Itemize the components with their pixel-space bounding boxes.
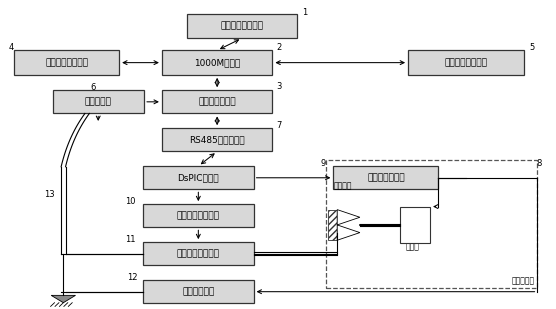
Bar xyxy=(162,90,272,113)
Text: 12: 12 xyxy=(127,273,137,282)
Bar xyxy=(329,210,337,240)
Text: 6: 6 xyxy=(91,83,96,92)
Polygon shape xyxy=(337,225,360,240)
Text: 教员控制台计算机: 教员控制台计算机 xyxy=(45,58,88,67)
Text: 1: 1 xyxy=(302,8,307,17)
Bar xyxy=(53,90,144,113)
Bar xyxy=(162,128,272,151)
Text: 被去掉部分: 被去掉部分 xyxy=(512,276,535,285)
Text: 电磁力伺服加载器: 电磁力伺服加载器 xyxy=(177,249,220,258)
Text: 9: 9 xyxy=(321,159,326,168)
Text: 助力器: 助力器 xyxy=(405,242,419,251)
Polygon shape xyxy=(51,295,76,303)
Text: 4: 4 xyxy=(9,44,14,53)
Text: 主飞行仿真计算机: 主飞行仿真计算机 xyxy=(221,21,264,30)
Bar xyxy=(143,242,254,265)
Text: 5: 5 xyxy=(530,44,535,53)
Bar xyxy=(408,50,524,75)
Bar xyxy=(14,50,119,75)
Text: 7: 7 xyxy=(276,121,282,129)
Text: 2: 2 xyxy=(276,44,282,53)
Text: 电磁力伺服放大器: 电磁力伺服放大器 xyxy=(177,211,220,220)
Polygon shape xyxy=(337,210,360,225)
Text: 3: 3 xyxy=(276,82,282,91)
Text: 传动机构: 传动机构 xyxy=(334,181,352,190)
Bar xyxy=(162,50,272,75)
Text: 11: 11 xyxy=(125,235,136,244)
Text: 操纵负荷计算机: 操纵负荷计算机 xyxy=(198,97,236,106)
Text: 自动驾驶仪计算机: 自动驾驶仪计算机 xyxy=(445,58,488,67)
Bar xyxy=(400,206,430,243)
Text: RS485数据转换器: RS485数据转换器 xyxy=(190,135,245,144)
Bar xyxy=(143,280,254,303)
Text: 10: 10 xyxy=(125,197,136,206)
Text: 13: 13 xyxy=(44,190,55,199)
Text: 8: 8 xyxy=(536,159,541,167)
Text: 1000M以太网: 1000M以太网 xyxy=(194,58,240,67)
Bar xyxy=(334,166,439,189)
Text: 舵机伺服放大器: 舵机伺服放大器 xyxy=(367,173,405,182)
Text: DsPIC单片机: DsPIC单片机 xyxy=(177,173,219,182)
Bar xyxy=(326,160,538,288)
Bar xyxy=(187,14,297,38)
Bar xyxy=(143,204,254,227)
Text: 光电编码器: 光电编码器 xyxy=(85,97,112,106)
Bar xyxy=(143,166,254,189)
Text: 原装并联舵机: 原装并联舵机 xyxy=(182,287,215,296)
